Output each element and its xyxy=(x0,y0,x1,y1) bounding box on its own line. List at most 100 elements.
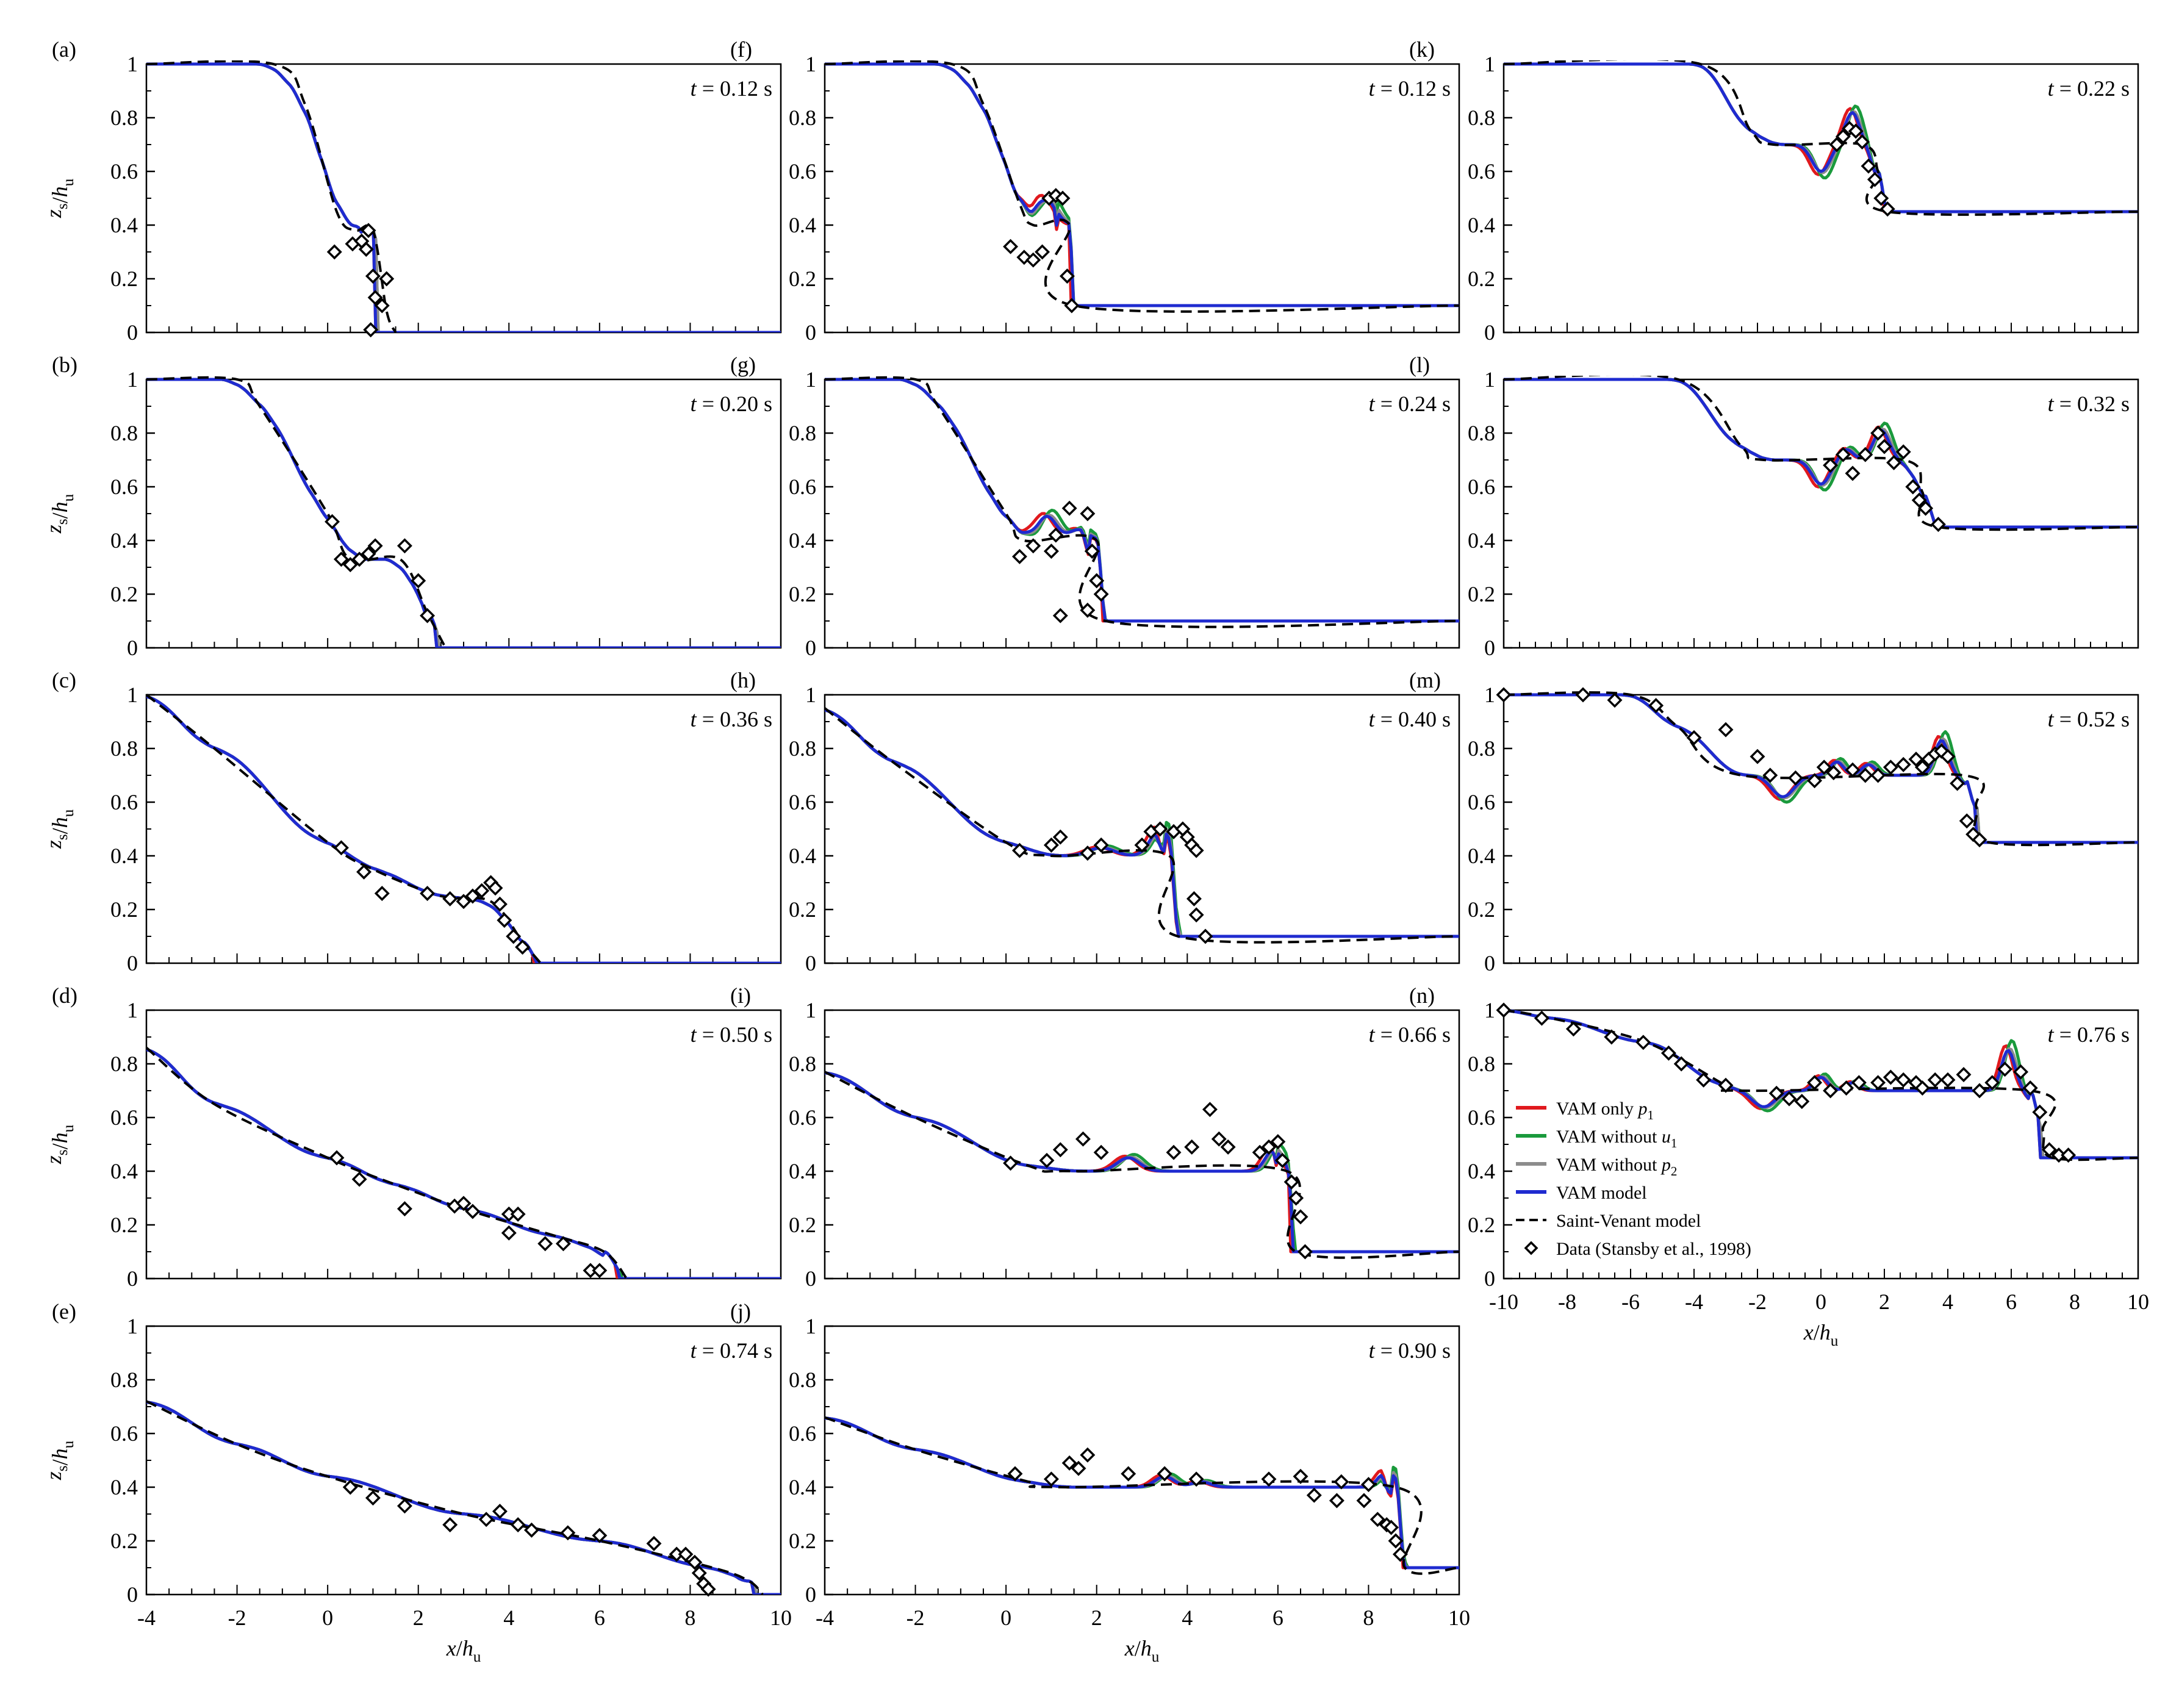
panel-j: 0 0.2 0.4 0.6 0.8 1 -4 -2 0 2 4 6 8 10 (j) x/hu t = 0.90… xyxy=(730,1299,1470,1665)
data-point xyxy=(361,546,376,562)
y-tick-label: 0.8 xyxy=(789,1052,816,1076)
data-point xyxy=(420,608,436,623)
data-point xyxy=(1297,1244,1313,1260)
x-tick-label: 4 xyxy=(1182,1606,1193,1630)
legend-label: VAM model xyxy=(1556,1183,1647,1203)
plot-frame xyxy=(145,378,782,649)
panel-letter: (m) xyxy=(1409,668,1441,692)
y-axis-label: zs/hu xyxy=(41,178,77,218)
data-point xyxy=(1011,548,1027,564)
y-tick-label: 0.4 xyxy=(1468,528,1495,553)
legend-swatch xyxy=(1524,1241,1538,1255)
data-point xyxy=(1895,756,1911,772)
y-tick-label: 0.6 xyxy=(1468,159,1495,184)
panel-g: 0 0.2 0.4 0.6 0.8 1 (g) t = 0.24 s xyxy=(730,353,1460,660)
data-point xyxy=(1059,268,1075,284)
x-tick-label: -4 xyxy=(1685,1290,1703,1314)
series-vam-without-p2 xyxy=(146,378,781,648)
data-point xyxy=(1043,1471,1059,1487)
series-vam-model xyxy=(825,378,1459,623)
panel-n: 0 0.2 0.4 0.6 0.8 1 -10 -8 -6 -4 -2 0 2 4 6 8 10 (n) x/hu t… xyxy=(1409,983,2149,1349)
x-axis-label: x/hu xyxy=(446,1636,481,1665)
plot-area xyxy=(146,1047,781,1279)
y-tick-label: 0.8 xyxy=(789,1368,816,1392)
data-point xyxy=(1823,458,1839,473)
y-tick-label: 0.2 xyxy=(1468,897,1495,922)
plot-frame xyxy=(824,1325,1460,1596)
series-vam-without-u1 xyxy=(825,1416,1459,1570)
y-tick-label: 0 xyxy=(1484,636,1495,660)
y-tick-label: 0.8 xyxy=(789,106,816,130)
legend-label: VAM only p1 xyxy=(1556,1099,1654,1122)
data-point xyxy=(1845,762,1861,778)
panel-letter: (e) xyxy=(52,1299,76,1324)
data-point xyxy=(1959,813,1975,829)
data-point xyxy=(1134,837,1150,853)
data-point xyxy=(1858,447,1873,462)
y-tick-label: 0.4 xyxy=(789,1159,816,1183)
series-saint-venant xyxy=(1504,376,2138,531)
data-point xyxy=(1940,1072,1956,1088)
series-vam-model xyxy=(825,1416,1459,1570)
y-tick-label: 0.4 xyxy=(1468,213,1495,237)
data-point xyxy=(1025,538,1041,554)
panel-c: 0 0.2 0.4 0.6 0.8 1 (c) zs/hu t = 0.36 s xyxy=(41,668,782,975)
data-point xyxy=(1080,845,1096,861)
data-point xyxy=(1055,190,1071,206)
data-point xyxy=(1075,1131,1091,1147)
data-point xyxy=(325,514,340,529)
series-vam-without-p2 xyxy=(146,1401,781,1595)
plot-frame xyxy=(145,63,782,334)
time-label: t = 0.12 s xyxy=(1369,76,1451,101)
y-tick-label: 0 xyxy=(1484,320,1495,345)
data-point xyxy=(1270,1134,1286,1150)
data-point xyxy=(1575,687,1591,703)
data-point xyxy=(465,888,481,904)
x-tick-label: 10 xyxy=(2127,1290,2149,1314)
panel-f: 0 0.2 0.4 0.6 0.8 1 (f) t = 0.12 s xyxy=(730,37,1460,345)
data-point xyxy=(1950,775,1965,791)
data-point xyxy=(1261,1139,1277,1155)
data-point xyxy=(411,573,426,589)
data-point xyxy=(1202,1102,1218,1118)
data-point xyxy=(2032,1104,2048,1120)
data-point xyxy=(356,864,372,880)
data-point xyxy=(361,223,376,239)
time-label: t = 0.66 s xyxy=(1369,1022,1451,1047)
data-point xyxy=(329,1150,345,1166)
data-point xyxy=(537,1236,553,1252)
y-tick-label: 1 xyxy=(127,998,138,1022)
y-tick-label: 0.2 xyxy=(110,582,138,606)
series-vam-without-p2 xyxy=(146,1048,781,1279)
data-point xyxy=(1052,829,1068,845)
data-point xyxy=(456,894,472,910)
series-saint-venant xyxy=(825,707,1459,944)
data-point xyxy=(592,1263,608,1279)
y-tick-label: 0.8 xyxy=(1468,421,1495,445)
data-point xyxy=(1071,1460,1086,1476)
data-point xyxy=(1084,544,1100,559)
data-point xyxy=(1496,1002,1512,1018)
data-point xyxy=(1252,1144,1268,1160)
data-point xyxy=(333,551,349,567)
plot-frame xyxy=(1502,378,2139,649)
data-point xyxy=(492,1504,508,1520)
data-point xyxy=(1883,759,1898,775)
panel-letter: (d) xyxy=(52,983,77,1008)
data-point xyxy=(1043,544,1059,559)
series-saint-venant xyxy=(825,376,1459,628)
series-vam-only-p1 xyxy=(825,1416,1459,1570)
y-tick-label: 0.2 xyxy=(110,1529,138,1553)
data-point xyxy=(367,538,383,554)
data-point xyxy=(1972,1083,1987,1099)
series-vam-model xyxy=(1504,378,2138,529)
y-tick-label: 1 xyxy=(805,52,816,76)
plot-frame xyxy=(145,694,782,964)
y-tick-label: 0.2 xyxy=(1468,582,1495,606)
series-vam-model xyxy=(825,708,1459,938)
y-tick-label: 1 xyxy=(127,683,138,707)
data-point xyxy=(1080,1447,1096,1463)
data-point xyxy=(560,1525,576,1541)
y-tick-label: 0.4 xyxy=(789,844,816,868)
time-label: t = 0.36 s xyxy=(691,707,772,731)
